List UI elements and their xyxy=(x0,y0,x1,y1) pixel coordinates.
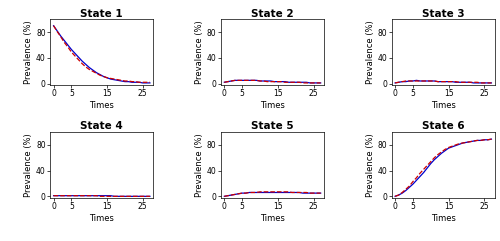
Y-axis label: Prevalence (%): Prevalence (%) xyxy=(366,133,375,197)
Title: State 2: State 2 xyxy=(251,8,294,19)
Y-axis label: Prevalence (%): Prevalence (%) xyxy=(195,20,204,84)
X-axis label: Times: Times xyxy=(90,101,114,110)
Y-axis label: Prevalence (%): Prevalence (%) xyxy=(24,20,34,84)
Y-axis label: Prevalence (%): Prevalence (%) xyxy=(366,20,375,84)
X-axis label: Times: Times xyxy=(260,214,285,223)
Y-axis label: Prevalence (%): Prevalence (%) xyxy=(24,133,34,197)
Title: State 1: State 1 xyxy=(80,8,123,19)
X-axis label: Times: Times xyxy=(431,101,456,110)
Title: State 4: State 4 xyxy=(80,121,123,131)
Y-axis label: Prevalence (%): Prevalence (%) xyxy=(195,133,204,197)
X-axis label: Times: Times xyxy=(431,214,456,223)
Title: State 6: State 6 xyxy=(422,121,465,131)
X-axis label: Times: Times xyxy=(90,214,114,223)
Title: State 3: State 3 xyxy=(422,8,465,19)
Title: State 5: State 5 xyxy=(251,121,294,131)
X-axis label: Times: Times xyxy=(260,101,285,110)
